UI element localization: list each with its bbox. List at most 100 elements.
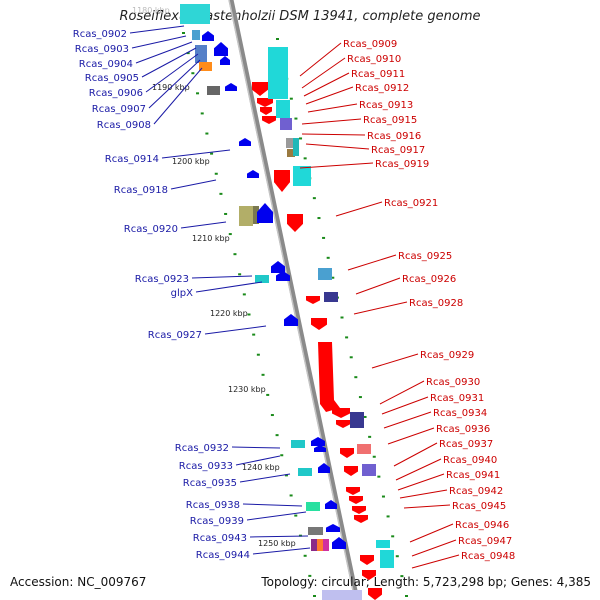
leader-line	[301, 118, 362, 125]
tick-mark	[386, 515, 390, 518]
leader-line	[195, 281, 263, 293]
gene-arrow	[340, 448, 354, 458]
gene-label-left: Rcas_0903	[75, 44, 129, 55]
leader-line	[246, 511, 307, 521]
gene-arrow	[368, 588, 382, 600]
tick-mark	[312, 197, 316, 200]
leader-line	[231, 446, 281, 449]
leader-line	[397, 473, 445, 491]
gene-label-left: Rcas_0920	[124, 224, 178, 235]
tick-mark	[299, 137, 303, 140]
leader-line	[204, 325, 267, 335]
tick-mark	[252, 333, 256, 336]
gene-arrow	[336, 420, 350, 428]
gene-arrow	[247, 170, 259, 178]
tick-mark	[219, 192, 223, 195]
gene-label-left: glpX	[171, 288, 193, 299]
tick-mark	[289, 494, 293, 497]
gene-block	[293, 166, 311, 186]
leader-line	[141, 47, 197, 78]
leader-line	[335, 201, 383, 217]
gene-label-right: Rcas_0942	[449, 486, 503, 497]
tick-mark	[294, 514, 298, 517]
tick-mark	[214, 172, 218, 175]
leader-line	[170, 179, 217, 190]
tick-mark	[284, 474, 288, 477]
gene-label-left: Rcas_0939	[190, 516, 244, 527]
gene-block	[322, 590, 362, 600]
tick-mark	[196, 92, 200, 95]
gene-label-left: Rcas_0905	[85, 73, 139, 84]
gene-block	[195, 45, 207, 63]
gene-arrow	[276, 271, 290, 281]
gene-arrow	[346, 487, 360, 495]
tick-mark	[400, 575, 404, 578]
leader-line	[353, 301, 408, 315]
gene-block	[380, 550, 394, 568]
gene-block	[323, 539, 329, 551]
gene-arrow	[252, 82, 268, 96]
leader-line	[301, 57, 346, 89]
gene-label-right: Rcas_0928	[409, 298, 463, 309]
gene-label-left: Rcas_0927	[148, 330, 202, 341]
tick-mark	[391, 535, 395, 538]
leader-line	[347, 254, 397, 271]
tick-mark	[276, 38, 279, 40]
gene-label-right: Rcas_0909	[343, 39, 397, 50]
tick-mark	[228, 233, 232, 236]
gene-block	[255, 275, 269, 283]
gene-label-right: Rcas_0929	[420, 350, 474, 361]
gene-block	[192, 30, 200, 40]
gene-block	[253, 206, 259, 224]
tick-mark	[280, 454, 284, 457]
gene-label-right: Rcas_0941	[446, 470, 500, 481]
gene-arrow	[220, 56, 230, 65]
gene-label-right: Rcas_0936	[436, 424, 490, 435]
gene-label-left: Rcas_0914	[105, 154, 159, 165]
gene-block	[286, 138, 296, 148]
leader-line	[379, 380, 425, 405]
leader-line	[305, 86, 354, 105]
gene-label-right: Rcas_0948	[461, 551, 515, 562]
gene-arrow	[332, 537, 346, 549]
gene-block	[350, 412, 364, 428]
tick-mark	[363, 415, 367, 418]
tick-mark	[368, 435, 372, 438]
leader-line	[180, 221, 227, 229]
tick-mark	[233, 253, 237, 256]
gene-block	[268, 47, 288, 99]
scale-label: 1240 kbp	[242, 463, 280, 472]
gene-block	[276, 100, 290, 118]
gene-label-right: Rcas_0915	[363, 115, 417, 126]
tick-mark	[256, 353, 260, 356]
leader-line	[355, 277, 401, 295]
gene-arrow	[202, 31, 214, 41]
scale-label: 1180 kbp	[132, 6, 170, 15]
leader-line	[411, 554, 460, 569]
scale-label: 1220 kbp	[210, 309, 248, 318]
tick-mark	[224, 212, 228, 215]
gene-label-right: Rcas_0931	[430, 393, 484, 404]
gene-label-left: Rcas_0938	[186, 500, 240, 511]
tick-mark	[266, 393, 270, 396]
tick-mark	[377, 475, 381, 478]
gene-block	[207, 86, 220, 95]
gene-label-left: Rcas_0933	[179, 461, 233, 472]
gene-label-right: Rcas_0925	[398, 251, 452, 262]
gene-block	[293, 138, 299, 156]
tick-mark	[354, 376, 358, 379]
gene-arrow	[332, 408, 350, 418]
scale-label: 1200 kbp	[172, 157, 210, 166]
gene-label-right: Rcas_0946	[455, 520, 509, 531]
tick-mark	[242, 293, 246, 296]
leader-line	[242, 503, 303, 507]
gene-label-left: Rcas_0943	[193, 533, 247, 544]
gene-block	[318, 268, 332, 280]
tick-mark	[372, 455, 376, 458]
tick-mark	[395, 555, 399, 558]
gene-arrow	[214, 42, 228, 56]
gene-arrow	[344, 466, 358, 476]
gene-label-left: Rcas_0932	[175, 443, 229, 454]
